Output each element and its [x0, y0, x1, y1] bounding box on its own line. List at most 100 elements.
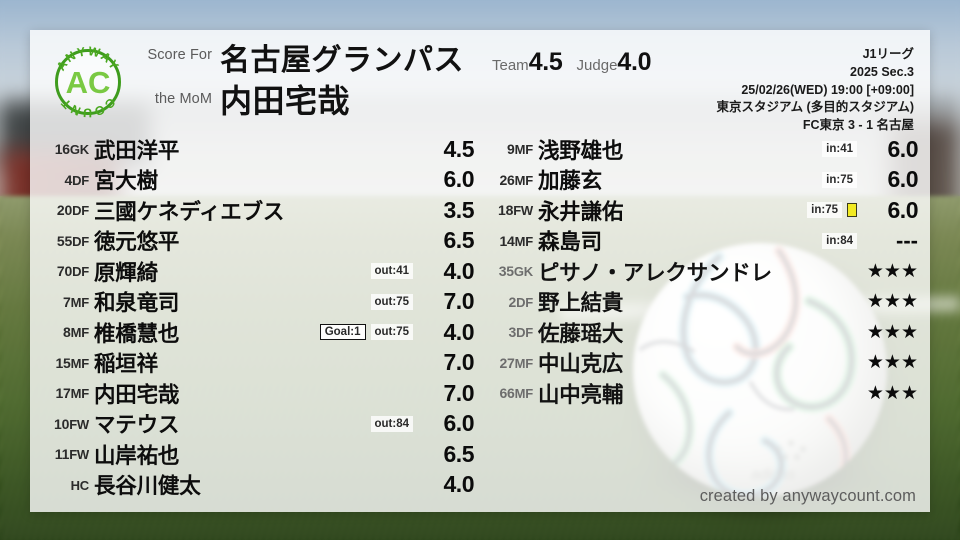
- player-number-position: 66MF: [499, 385, 533, 402]
- team-name: 名古屋グランパス: [220, 44, 464, 77]
- player-rating: 7.0: [443, 349, 475, 376]
- player-number-position: HC: [70, 477, 90, 493]
- player-row[interactable]: 17MF 内田宅哉 7.0: [38, 378, 482, 409]
- player-event-badges: in:75: [822, 171, 857, 188]
- player-row[interactable]: 10FW マテウス out:84 6.0: [38, 409, 482, 440]
- player-number-position: 11FW: [54, 446, 89, 463]
- player-number-position: 35GK: [498, 263, 533, 280]
- sub-in-badge: in:41: [822, 141, 857, 158]
- player-row[interactable]: 16GK 武田洋平 4.5: [38, 134, 482, 165]
- player-number-position: 9MF: [507, 141, 533, 158]
- player-number-position: 27MF: [499, 354, 533, 371]
- player-number-position: 3DF: [508, 324, 533, 341]
- player-name: 浅野雄也: [538, 138, 624, 163]
- player-name: 野上結貴: [538, 291, 624, 316]
- player-rating: 4.0: [443, 318, 475, 345]
- svg-text:AC: AC: [66, 65, 111, 100]
- player-rating: 7.0: [443, 288, 475, 315]
- player-number-position: 7MF: [63, 293, 89, 310]
- player-row[interactable]: 55DF 徳元悠平 6.5: [38, 226, 482, 257]
- substitutes-list: 9MF 浅野雄也 in:41 6.0 26MF 加藤玄 in:75 6.0 18FW 永井謙佑 in…: [482, 134, 926, 409]
- player-event-badges: in:75: [807, 202, 857, 219]
- sub-out-badge: out:84: [370, 415, 413, 432]
- player-number-position: 26MF: [499, 171, 533, 188]
- player-name: 森島司: [538, 230, 602, 255]
- player-number-position: 55DF: [56, 232, 89, 249]
- player-event-badges: out:84: [370, 415, 413, 432]
- player-rating: 6.0: [887, 166, 919, 193]
- player-name: 中山克広: [538, 352, 624, 377]
- player-number-position: 8MF: [63, 324, 89, 341]
- player-row[interactable]: 35GK ピサノ・アレクサンドレ ★★★: [482, 256, 926, 287]
- player-name: ピサノ・アレクサンドレ: [538, 260, 772, 285]
- team-rating-label: Team: [492, 57, 529, 74]
- player-row[interactable]: 66MF 山中亮輔 ★★★: [482, 378, 926, 409]
- starters-list: 16GK 武田洋平 4.5 4DF 宮大樹 6.0 20DF 三國ケネディエブス 3.5 55DF…: [38, 134, 482, 500]
- player-rating: 4.5: [443, 135, 475, 162]
- team-rating-value: 4.5: [528, 48, 563, 76]
- player-name: 徳元悠平: [94, 230, 180, 255]
- player-name: 和泉竜司: [94, 291, 180, 316]
- player-rating: 6.0: [443, 166, 475, 193]
- rating-card: ANYWAY COUNT AC Score For the MoM 名古屋グラン…: [30, 30, 930, 512]
- player-rating: ---: [896, 227, 918, 253]
- team-rating: Team 4.5: [492, 48, 563, 77]
- player-row[interactable]: HC 長谷川健太 4.0: [38, 470, 482, 501]
- player-rating: 4.0: [443, 471, 475, 498]
- player-row[interactable]: 14MF 森島司 in:84 ---: [482, 226, 926, 257]
- player-event-badges: Goal:1 out:75: [319, 324, 413, 341]
- player-row[interactable]: 70DF 原輝綺 out:41 4.0: [38, 256, 482, 287]
- sub-out-badge: out:75: [370, 324, 413, 341]
- player-name: 加藤玄: [538, 169, 602, 194]
- player-name: 武田洋平: [94, 138, 180, 163]
- sub-in-badge: in:75: [807, 202, 842, 219]
- player-rating: 4.0: [443, 257, 475, 284]
- sub-out-badge: out:41: [370, 263, 413, 280]
- score-for-label: Score For: [147, 47, 212, 63]
- player-rating: 6.5: [443, 440, 475, 467]
- player-row[interactable]: 8MF 椎橋慧也 Goal:1 out:75 4.0: [38, 317, 482, 348]
- player-rating: 3.5: [443, 196, 475, 223]
- player-name: 三國ケネディエブス: [94, 199, 285, 224]
- mom-label: the MoM: [154, 90, 212, 107]
- player-row[interactable]: 2DF 野上結貴 ★★★: [482, 287, 926, 318]
- player-name: 永井謙佑: [538, 199, 624, 224]
- player-rating: ★★★: [866, 352, 918, 374]
- sub-out-badge: out:75: [370, 293, 413, 310]
- player-row[interactable]: 7MF 和泉竜司 out:75 7.0: [38, 287, 482, 318]
- player-row[interactable]: 20DF 三國ケネディエブス 3.5: [38, 195, 482, 226]
- player-event-badges: out:41: [370, 263, 413, 280]
- player-row[interactable]: 27MF 中山克広 ★★★: [482, 348, 926, 379]
- player-row[interactable]: 26MF 加藤玄 in:75 6.0: [482, 165, 926, 196]
- player-number-position: 18FW: [498, 202, 533, 219]
- player-name: マテウス: [94, 413, 180, 438]
- goal-badge: Goal:1: [319, 324, 366, 341]
- player-row[interactable]: 9MF 浅野雄也 in:41 6.0: [482, 134, 926, 165]
- player-name: 山中亮輔: [538, 382, 624, 407]
- sub-in-badge: in:75: [822, 171, 857, 188]
- player-rating: 7.0: [443, 379, 475, 406]
- player-number-position: 20DF: [56, 202, 89, 219]
- judge-rating-label: Judge: [576, 57, 618, 74]
- judge-rating-value: 4.0: [617, 48, 652, 76]
- player-rating: 6.0: [887, 196, 919, 223]
- player-event-badges: in:41: [822, 141, 857, 158]
- match-info: J1リーグ 2025 Sec.3 25/02/26(WED) 19:00 [+0…: [554, 46, 914, 135]
- player-row[interactable]: 3DF 佐藤瑶大 ★★★: [482, 317, 926, 348]
- player-number-position: 70DF: [56, 263, 89, 280]
- player-row[interactable]: 11FW 山岸祐也 6.5: [38, 439, 482, 470]
- header-labels: Score For the MoM: [132, 48, 212, 106]
- footer-credit: created by anywaycount.com: [699, 487, 916, 505]
- player-name: 原輝綺: [94, 260, 158, 285]
- player-rating: 6.0: [887, 135, 919, 162]
- man-of-the-match-name: 内田宅哉: [220, 83, 351, 119]
- player-number-position: 2DF: [508, 293, 533, 310]
- venue-name: 東京スタジアム (多目的スタジアム): [716, 100, 914, 115]
- player-row[interactable]: 18FW 永井謙佑 in:75 6.0: [482, 195, 926, 226]
- anywaycount-logo: ANYWAY COUNT AC: [52, 44, 124, 120]
- player-row[interactable]: 4DF 宮大樹 6.0: [38, 165, 482, 196]
- player-number-position: 16GK: [54, 141, 89, 158]
- competition-name: J1リーグ: [862, 47, 914, 61]
- player-rating: ★★★: [866, 291, 918, 313]
- player-row[interactable]: 15MF 稲垣祥 7.0: [38, 348, 482, 379]
